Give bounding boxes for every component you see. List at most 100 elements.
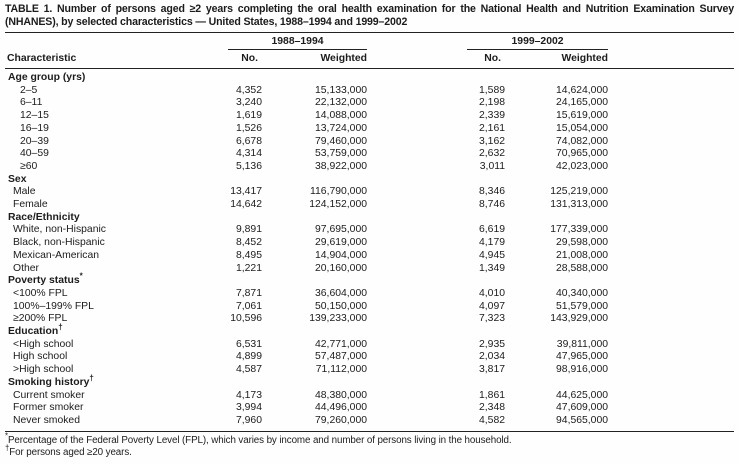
value-cell: 14,624,000 — [556, 84, 609, 96]
spacer-cell — [367, 364, 465, 377]
row-label: 16–19 — [20, 122, 49, 134]
value-cell: 4,097 — [479, 300, 506, 312]
row-label: 2–5 — [20, 84, 38, 96]
no-header-1988-1994: No. — [195, 50, 262, 69]
value-cell: 6,619 — [479, 224, 506, 236]
value-cell: 6,531 — [235, 338, 262, 350]
row-label: Mexican-American — [13, 249, 100, 261]
row-label: <High school — [13, 338, 74, 350]
footnote-fpl: *Percentage of the Federal Poverty Level… — [5, 432, 734, 448]
section-label: Sex — [8, 173, 27, 185]
spacer-cell — [608, 199, 734, 212]
value-cell: 1,589 — [479, 84, 506, 96]
table-title: TABLE 1. Number of persons aged ≥2 years… — [5, 3, 734, 28]
spacer-cell — [367, 148, 465, 161]
spacer-cell — [367, 339, 465, 352]
table-row: Never smoked 7,960 79,260,000 4,582 94,565,0… — [5, 415, 734, 431]
table-row: 20–39 6,678 79,460,000 3,162 74,082,000 — [5, 136, 734, 149]
value-cell: 29,598,000 — [556, 237, 609, 249]
spacer-cell — [367, 123, 465, 136]
value-cell: 71,112,000 — [315, 364, 368, 376]
group-header-cell-1: 1988–1994 — [195, 33, 368, 50]
spacer-cell — [608, 123, 734, 136]
value-cell: 4,173 — [235, 389, 262, 401]
table-row: 2–5 4,352 15,133,000 1,589 14,624,000 — [5, 85, 734, 98]
value-cell: 47,609,000 — [556, 402, 609, 414]
value-cell: 44,625,000 — [556, 389, 609, 401]
value-cell: 2,348 — [479, 402, 506, 414]
row-label: <100% FPL — [13, 287, 68, 299]
value-cell: 8,495 — [235, 249, 262, 261]
data-table: 1988–1994 1999–2002 Characteristic No. W… — [5, 32, 735, 432]
value-cell: 15,133,000 — [315, 84, 368, 96]
value-cell: 2,339 — [479, 110, 506, 122]
row-label: Other — [13, 262, 39, 274]
section-header-row: Education† — [5, 322, 734, 339]
group-header-trail — [608, 33, 734, 51]
row-label: Female — [13, 199, 48, 211]
value-cell: 51,579,000 — [556, 300, 609, 312]
spacer-cell — [367, 288, 465, 301]
value-cell: 20,160,000 — [315, 262, 368, 274]
table-row: Mexican-American 8,495 14,904,000 4,945 21,0… — [5, 250, 734, 263]
value-cell: 8,746 — [479, 199, 506, 211]
value-cell: 3,162 — [479, 135, 506, 147]
spacer-cell — [367, 186, 465, 199]
row-label: ≥60 — [20, 160, 38, 172]
column-header-row: Characteristic No. Weighted No. Weighted — [5, 50, 735, 69]
value-cell: 1,221 — [235, 262, 262, 274]
section-footnote-marker: † — [89, 373, 94, 383]
spacer-cell — [608, 415, 734, 431]
row-label: High school — [13, 351, 68, 363]
value-cell: 5,136 — [235, 160, 262, 172]
table-row: <100% FPL 7,871 36,604,000 4,010 40,340,000 — [5, 288, 734, 301]
value-cell: 7,960 — [235, 414, 262, 426]
value-cell: 57,487,000 — [315, 351, 368, 363]
value-cell: 22,132,000 — [315, 97, 368, 109]
value-cell: 79,460,000 — [315, 135, 368, 147]
value-cell: 2,198 — [479, 97, 506, 109]
value-cell: 98,916,000 — [556, 364, 609, 376]
value-cell: 7,061 — [235, 300, 262, 312]
spacer-cell — [608, 237, 734, 250]
value-cell: 4,010 — [479, 287, 506, 299]
row-label: Never smoked — [13, 414, 80, 426]
spacer-cell — [367, 415, 465, 431]
table-row: ≥60 5,136 38,922,000 3,011 42,023,000 — [5, 161, 734, 174]
spacer-cell — [608, 136, 734, 149]
value-cell: 15,054,000 — [556, 122, 609, 134]
section-header-row: Race/Ethnicity — [5, 212, 734, 225]
section-header-row: Sex — [5, 174, 734, 187]
spacer-cell — [367, 250, 465, 263]
value-cell: 139,233,000 — [309, 313, 368, 325]
spacer-cell — [608, 390, 734, 403]
spacer-cell — [608, 148, 734, 161]
spacer-cell — [608, 288, 734, 301]
value-cell: 4,314 — [235, 148, 262, 160]
spacer-cell — [367, 402, 465, 415]
value-cell: 3,011 — [479, 160, 506, 172]
value-cell: 48,380,000 — [315, 389, 368, 401]
section-footnote-marker: † — [58, 322, 63, 332]
value-cell: 2,935 — [479, 338, 506, 350]
spacer-cell — [608, 402, 734, 415]
spacer-cell — [608, 263, 734, 276]
value-cell: 4,945 — [479, 249, 506, 261]
table-row: Female 14,642 124,152,000 8,746 131,313,000 — [5, 199, 734, 212]
section-label: Smoking history† — [8, 373, 94, 388]
spacer-cell — [367, 237, 465, 250]
group-header-1988-1994: 1988–1994 — [228, 36, 368, 50]
value-cell: 14,088,000 — [315, 110, 368, 122]
row-label: White, non-Hispanic — [13, 224, 106, 236]
value-cell: 177,339,000 — [550, 224, 609, 236]
row-label: >High school — [13, 364, 74, 376]
value-cell: 1,619 — [235, 110, 262, 122]
value-cell: 13,417 — [230, 186, 262, 198]
value-cell: 124,152,000 — [309, 199, 368, 211]
spacer-cell — [367, 390, 465, 403]
value-cell: 1,861 — [479, 389, 506, 401]
value-cell: 38,922,000 — [315, 160, 368, 172]
value-cell: 3,994 — [235, 402, 262, 414]
value-cell: 29,619,000 — [315, 237, 368, 249]
